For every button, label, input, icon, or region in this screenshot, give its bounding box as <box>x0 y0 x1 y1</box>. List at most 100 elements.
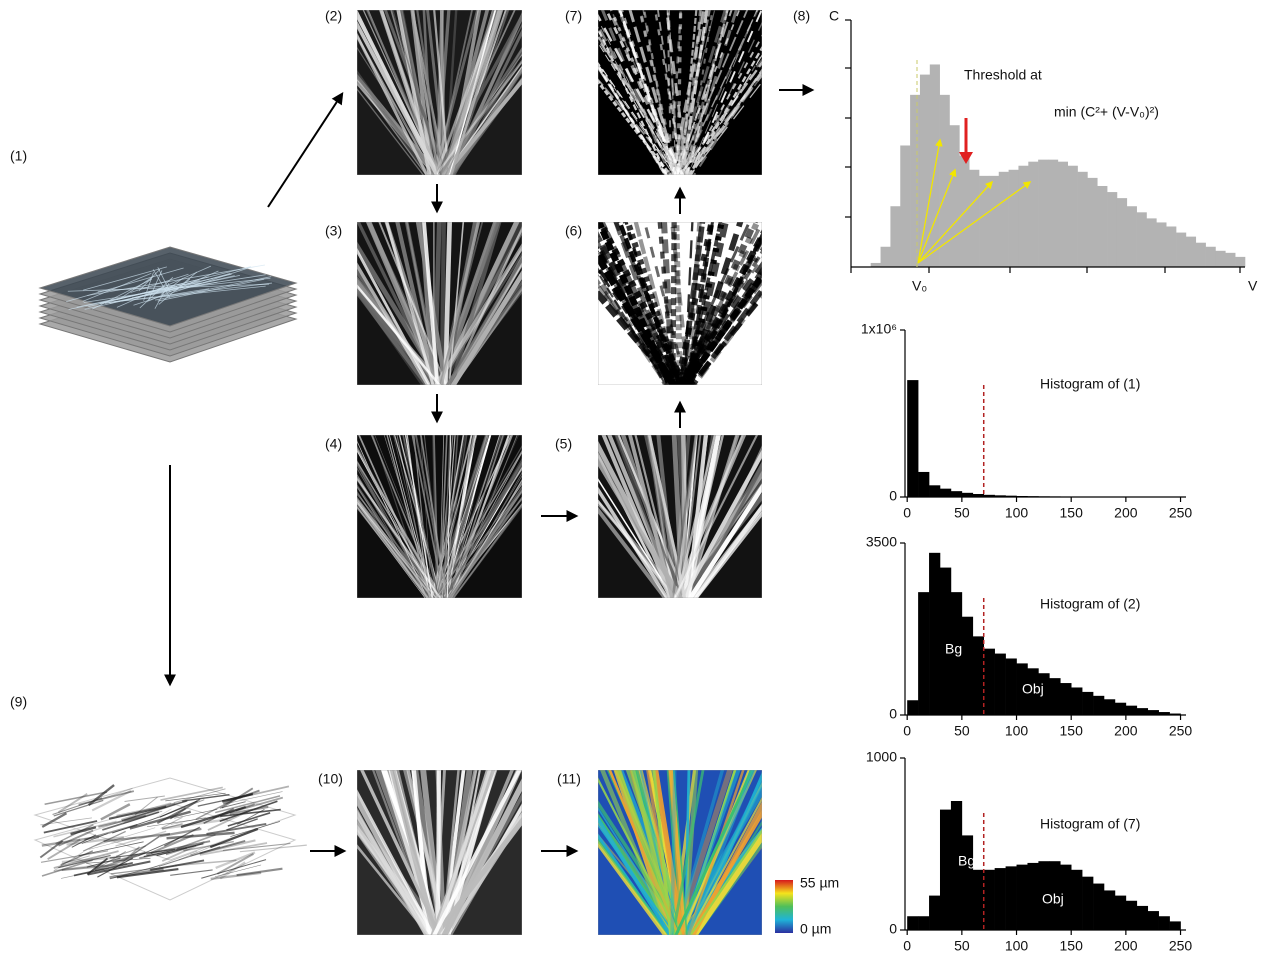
fiber <box>598 486 670 598</box>
fiber <box>679 10 759 175</box>
fiber <box>682 10 729 175</box>
fiber <box>357 288 430 385</box>
volume-fiber <box>40 850 109 863</box>
fiber <box>678 222 758 385</box>
hist-bar <box>1205 246 1216 267</box>
fiber <box>613 222 676 385</box>
fiber <box>440 435 468 598</box>
fiber <box>445 256 522 385</box>
fiber <box>672 10 716 175</box>
fiber <box>622 222 683 385</box>
volume-fiber <box>84 823 138 841</box>
volume-fiber <box>109 848 176 859</box>
volume-fiber <box>219 861 246 880</box>
volume-fiber <box>102 811 160 831</box>
hist-bar <box>907 916 919 930</box>
flow-arrows <box>164 84 815 857</box>
hist-bar <box>1147 911 1159 930</box>
volume-fiber <box>86 857 109 876</box>
fiber <box>615 770 679 935</box>
fiber <box>643 222 688 385</box>
fiber <box>686 69 762 175</box>
fiber <box>673 770 688 935</box>
volume-fiber <box>118 846 140 867</box>
fiber <box>431 435 478 598</box>
y-tick-label: 0 <box>889 488 897 504</box>
volume-fiber <box>88 836 137 850</box>
hist-bar <box>1038 861 1050 930</box>
panel-label: (1) <box>10 148 27 164</box>
volume-fiber <box>86 857 151 864</box>
fiber <box>670 770 677 935</box>
fiber <box>357 496 434 598</box>
fiber <box>685 222 702 385</box>
volume-fiber <box>71 834 97 848</box>
hist-bar <box>1016 864 1028 930</box>
fiber <box>433 243 522 385</box>
fiber <box>420 435 448 598</box>
fiber <box>357 844 431 935</box>
volume-fiber <box>53 820 117 838</box>
volume-fiber <box>130 835 160 857</box>
x-tick-label: 250 <box>1169 938 1193 954</box>
hist-bar <box>1077 171 1088 267</box>
hist-bar <box>907 380 919 497</box>
fiber <box>416 10 443 175</box>
hist-bar <box>1107 192 1118 267</box>
distance-arrow <box>917 138 943 264</box>
hist-bar <box>988 175 1000 267</box>
volume-fiber <box>150 859 205 871</box>
fiber <box>643 10 675 175</box>
hist-bar <box>950 592 963 715</box>
fiber <box>357 485 430 598</box>
volume-fiber <box>145 834 194 856</box>
fiber <box>653 770 685 935</box>
fiber <box>598 838 671 935</box>
fiber <box>684 435 740 598</box>
fiber <box>451 435 518 598</box>
hist-bar <box>1136 905 1149 930</box>
fiber <box>450 269 522 385</box>
hist-bar <box>994 495 1006 497</box>
fiber <box>668 770 686 935</box>
fiber <box>677 770 741 935</box>
hist-bar <box>1136 212 1147 267</box>
hist-bar <box>1071 687 1083 715</box>
fiber <box>385 222 435 385</box>
volume-fiber <box>183 840 234 852</box>
volume-fiber <box>60 850 94 866</box>
fiber <box>357 13 441 175</box>
hist-bar <box>918 592 930 715</box>
fiber <box>598 41 681 175</box>
volume-fiber <box>95 827 156 846</box>
fiber <box>687 10 758 175</box>
volume-fiber <box>219 800 278 822</box>
volume-fiber <box>111 835 150 843</box>
x-tick-label: 50 <box>954 505 970 521</box>
x-tick-label: 100 <box>1005 723 1029 739</box>
hist-bar <box>1049 678 1061 715</box>
panel-label: (8) <box>793 8 810 24</box>
fiber <box>668 10 677 175</box>
stack-fiber <box>88 276 210 307</box>
volume-fiber <box>160 786 223 801</box>
volume-fiber <box>41 812 68 828</box>
fiber <box>671 435 698 598</box>
volume-fiber <box>73 861 133 877</box>
volume-fiber <box>47 838 81 861</box>
hist-bar <box>1125 705 1138 715</box>
micrograph <box>357 222 522 385</box>
volume-fiber <box>92 815 137 832</box>
fiber <box>683 10 702 175</box>
hist-bar <box>1057 161 1068 267</box>
hist-bar <box>918 471 930 497</box>
fiber <box>434 461 522 598</box>
y-tick-label: 0 <box>889 706 897 722</box>
fiber <box>673 435 759 598</box>
hist-bar <box>961 492 974 497</box>
fiber <box>441 10 503 175</box>
fiber <box>434 10 499 175</box>
colorbar-min: 0 µm <box>800 921 831 937</box>
hist-bar <box>983 494 995 497</box>
